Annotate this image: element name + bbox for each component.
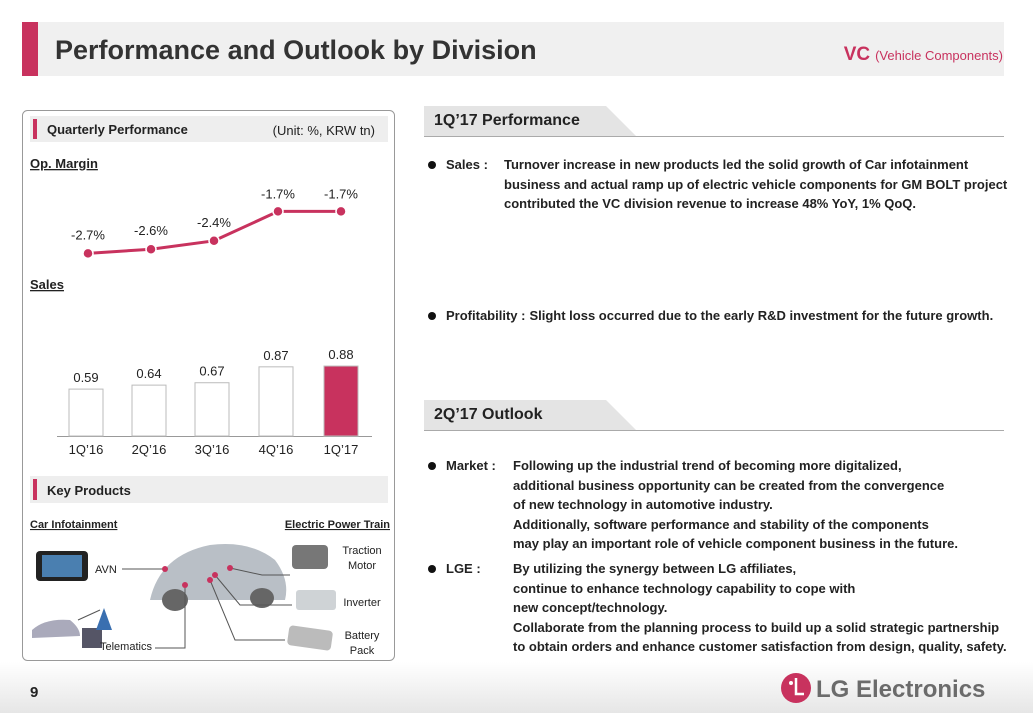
section-title: 1Q’17 Performance xyxy=(434,112,580,129)
product-label: Telematics xyxy=(100,641,152,653)
item-label: Sales : xyxy=(446,157,488,172)
data-label: 0.87 xyxy=(263,348,288,363)
data-label: 0.64 xyxy=(136,366,161,381)
logo-eye xyxy=(789,681,793,685)
division: VC (Vehicle Components) xyxy=(844,44,1003,65)
footer-band xyxy=(0,662,1033,713)
text-line: additional business opportunity can be c… xyxy=(513,477,945,493)
text-line: Following up the industrial trend of bec… xyxy=(513,458,902,473)
title: Performance and Outlook by Division xyxy=(55,35,537,65)
left-panel xyxy=(22,110,395,661)
logo-letter xyxy=(794,678,804,696)
bullet-item: Market : Following up the industrial tren… xyxy=(424,456,1009,554)
text-line: continue to enhance technology capabilit… xyxy=(513,580,856,596)
panel-title: Quarterly Performance xyxy=(47,122,188,137)
bullet xyxy=(428,565,436,573)
tab-shape xyxy=(424,400,1004,431)
text-line: may play an important role of vehicle co… xyxy=(513,536,958,551)
marker xyxy=(145,243,157,255)
section-title: 2Q’17 Outlook xyxy=(434,406,543,423)
bullet-item: LGE : By utilizing the synergy between LG… xyxy=(424,559,1009,657)
bullet xyxy=(428,161,436,169)
chart-title: Sales xyxy=(30,277,64,292)
text-line: new concept/technology. xyxy=(513,600,668,615)
division-name: (Vehicle Components) xyxy=(875,48,1003,63)
page-number: 9 xyxy=(30,684,38,701)
bullet xyxy=(428,312,436,320)
bar xyxy=(68,388,104,437)
chart-title: Op. Margin xyxy=(30,156,98,171)
data-label: -1.7% xyxy=(324,186,358,201)
product-label: Battery Pack xyxy=(344,630,380,657)
bullet xyxy=(428,462,436,470)
x-tick-label: 4Q’16 xyxy=(259,442,294,457)
x-tick-label: 3Q’16 xyxy=(195,442,230,457)
bar xyxy=(194,382,230,437)
item-label: Market : xyxy=(446,458,496,473)
brand: LG Electronics xyxy=(816,676,985,703)
header-band xyxy=(22,22,1004,76)
text-line: Turnover increase in new products led th… xyxy=(504,157,969,172)
product-heading: Car Infotainment xyxy=(30,519,118,531)
bar xyxy=(323,365,359,437)
product-label: Inverter xyxy=(343,597,381,609)
panel-heading xyxy=(30,116,388,142)
tab-shape xyxy=(424,106,1004,137)
data-label: -2.4% xyxy=(197,215,231,230)
text-line: business and actual ramp up of electric … xyxy=(504,176,1008,192)
item-text: By utilizing the synergy between LG affi… xyxy=(513,559,1007,657)
panel-heading xyxy=(30,476,388,503)
unit: (Unit: %, KRW tn) xyxy=(273,123,375,138)
item-text: Following up the industrial trend of bec… xyxy=(513,456,958,554)
bullet-item: Profitability : Slight loss occurred due … xyxy=(424,306,1009,326)
data-label: -2.6% xyxy=(134,223,168,238)
text-line: Additionally, software performance and s… xyxy=(513,516,929,532)
header-accent xyxy=(22,22,38,76)
text-line: By utilizing the synergy between LG affi… xyxy=(513,561,797,576)
product-heading: Electric Power Train xyxy=(285,519,390,531)
tab-fill xyxy=(424,106,636,136)
tab-fill xyxy=(424,400,636,430)
text-line: contributed the VC division revenue to i… xyxy=(504,196,917,211)
heading-accent xyxy=(33,119,37,139)
x-tick-label: 1Q’17 xyxy=(324,442,359,457)
data-label: -1.7% xyxy=(261,186,295,201)
marker xyxy=(208,235,220,247)
text-line: Collaborate from the planning process to… xyxy=(513,619,1000,635)
data-label: -2.7% xyxy=(71,227,105,242)
data-label: 0.67 xyxy=(199,364,224,379)
data-label: 0.88 xyxy=(328,347,353,362)
bar xyxy=(131,384,167,437)
section: 2Q’17 Outlook Market : Following up the in… xyxy=(424,400,1007,654)
product-label: AVN xyxy=(95,564,117,576)
item-text: Turnover increase in new products led th… xyxy=(504,155,1007,214)
products-title: Key Products xyxy=(47,483,131,498)
x-tick-label: 2Q’16 xyxy=(132,442,167,457)
heading-accent xyxy=(33,479,37,500)
x-tick-label: 1Q’16 xyxy=(69,442,104,457)
text-line: to obtain orders and enhance customer sa… xyxy=(513,639,1007,654)
data-label: 0.59 xyxy=(73,370,98,385)
section-tab: 2Q’17 Outlook xyxy=(424,400,1004,431)
bar xyxy=(258,366,294,437)
item-label: Profitability : xyxy=(446,308,526,323)
division-code: VC xyxy=(844,44,871,65)
product-illustration xyxy=(32,544,336,651)
item-label: LGE : xyxy=(446,561,481,576)
product-label: Traction Motor xyxy=(342,545,382,572)
section: 1Q’17 Performance Sales : Turnover increas… xyxy=(424,106,1007,323)
text-line: of new technology in automotive industry… xyxy=(513,497,773,512)
marker xyxy=(335,205,347,218)
bullet-item: Sales : Turnover increase in new products… xyxy=(424,155,1009,214)
text-line: Slight loss occurred due to the early R&… xyxy=(529,308,994,323)
section-tab: 1Q’17 Performance xyxy=(424,106,1004,137)
item-text: Slight loss occurred due to the early R&… xyxy=(529,306,993,326)
marker xyxy=(82,247,94,260)
marker xyxy=(272,205,284,218)
